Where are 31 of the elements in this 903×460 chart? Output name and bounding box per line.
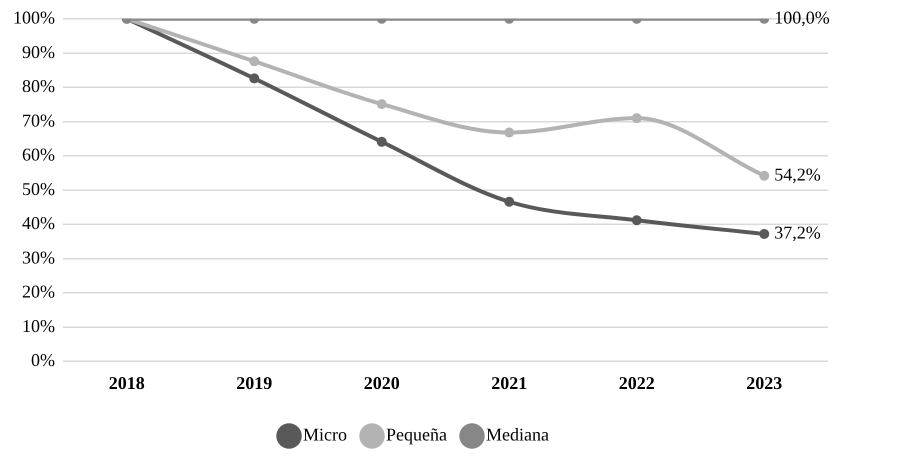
point xyxy=(376,136,387,147)
legend-label: Mediana xyxy=(486,424,549,445)
y-tick-label: 30% xyxy=(22,247,55,268)
legend-label: Pequeña xyxy=(386,424,448,445)
x-tick-label: 2019 xyxy=(236,372,272,393)
y-tick-label: 100% xyxy=(12,8,55,28)
data-label: 54,2% xyxy=(774,164,821,184)
point xyxy=(632,215,642,226)
data-label: 100,0% xyxy=(774,8,830,28)
y-tick-label: 20% xyxy=(22,282,55,302)
x-tick-label: 2022 xyxy=(618,372,655,393)
y-tick-label: 80% xyxy=(22,76,55,96)
y-tick-label: 60% xyxy=(22,144,55,165)
point xyxy=(632,113,642,124)
point xyxy=(759,170,770,181)
y-tick-label: 0% xyxy=(30,350,55,370)
point xyxy=(376,99,387,110)
legend-label: Micro xyxy=(303,424,348,445)
point xyxy=(504,196,514,207)
x-tick-label: 2020 xyxy=(364,372,400,393)
y-tick-label: 10% xyxy=(22,316,55,336)
x-tick-label: 2023 xyxy=(746,372,782,393)
x-tick-label: 2021 xyxy=(491,372,528,393)
y-tick-label: 40% xyxy=(22,213,55,234)
data-label: 37,2% xyxy=(774,222,821,243)
x-tick-label: 2018 xyxy=(108,372,145,393)
y-tick-label: 50% xyxy=(22,178,55,199)
y-tick-label: 90% xyxy=(22,42,55,62)
point xyxy=(759,228,770,239)
y-tick-label: 70% xyxy=(22,110,55,130)
point xyxy=(504,128,514,138)
